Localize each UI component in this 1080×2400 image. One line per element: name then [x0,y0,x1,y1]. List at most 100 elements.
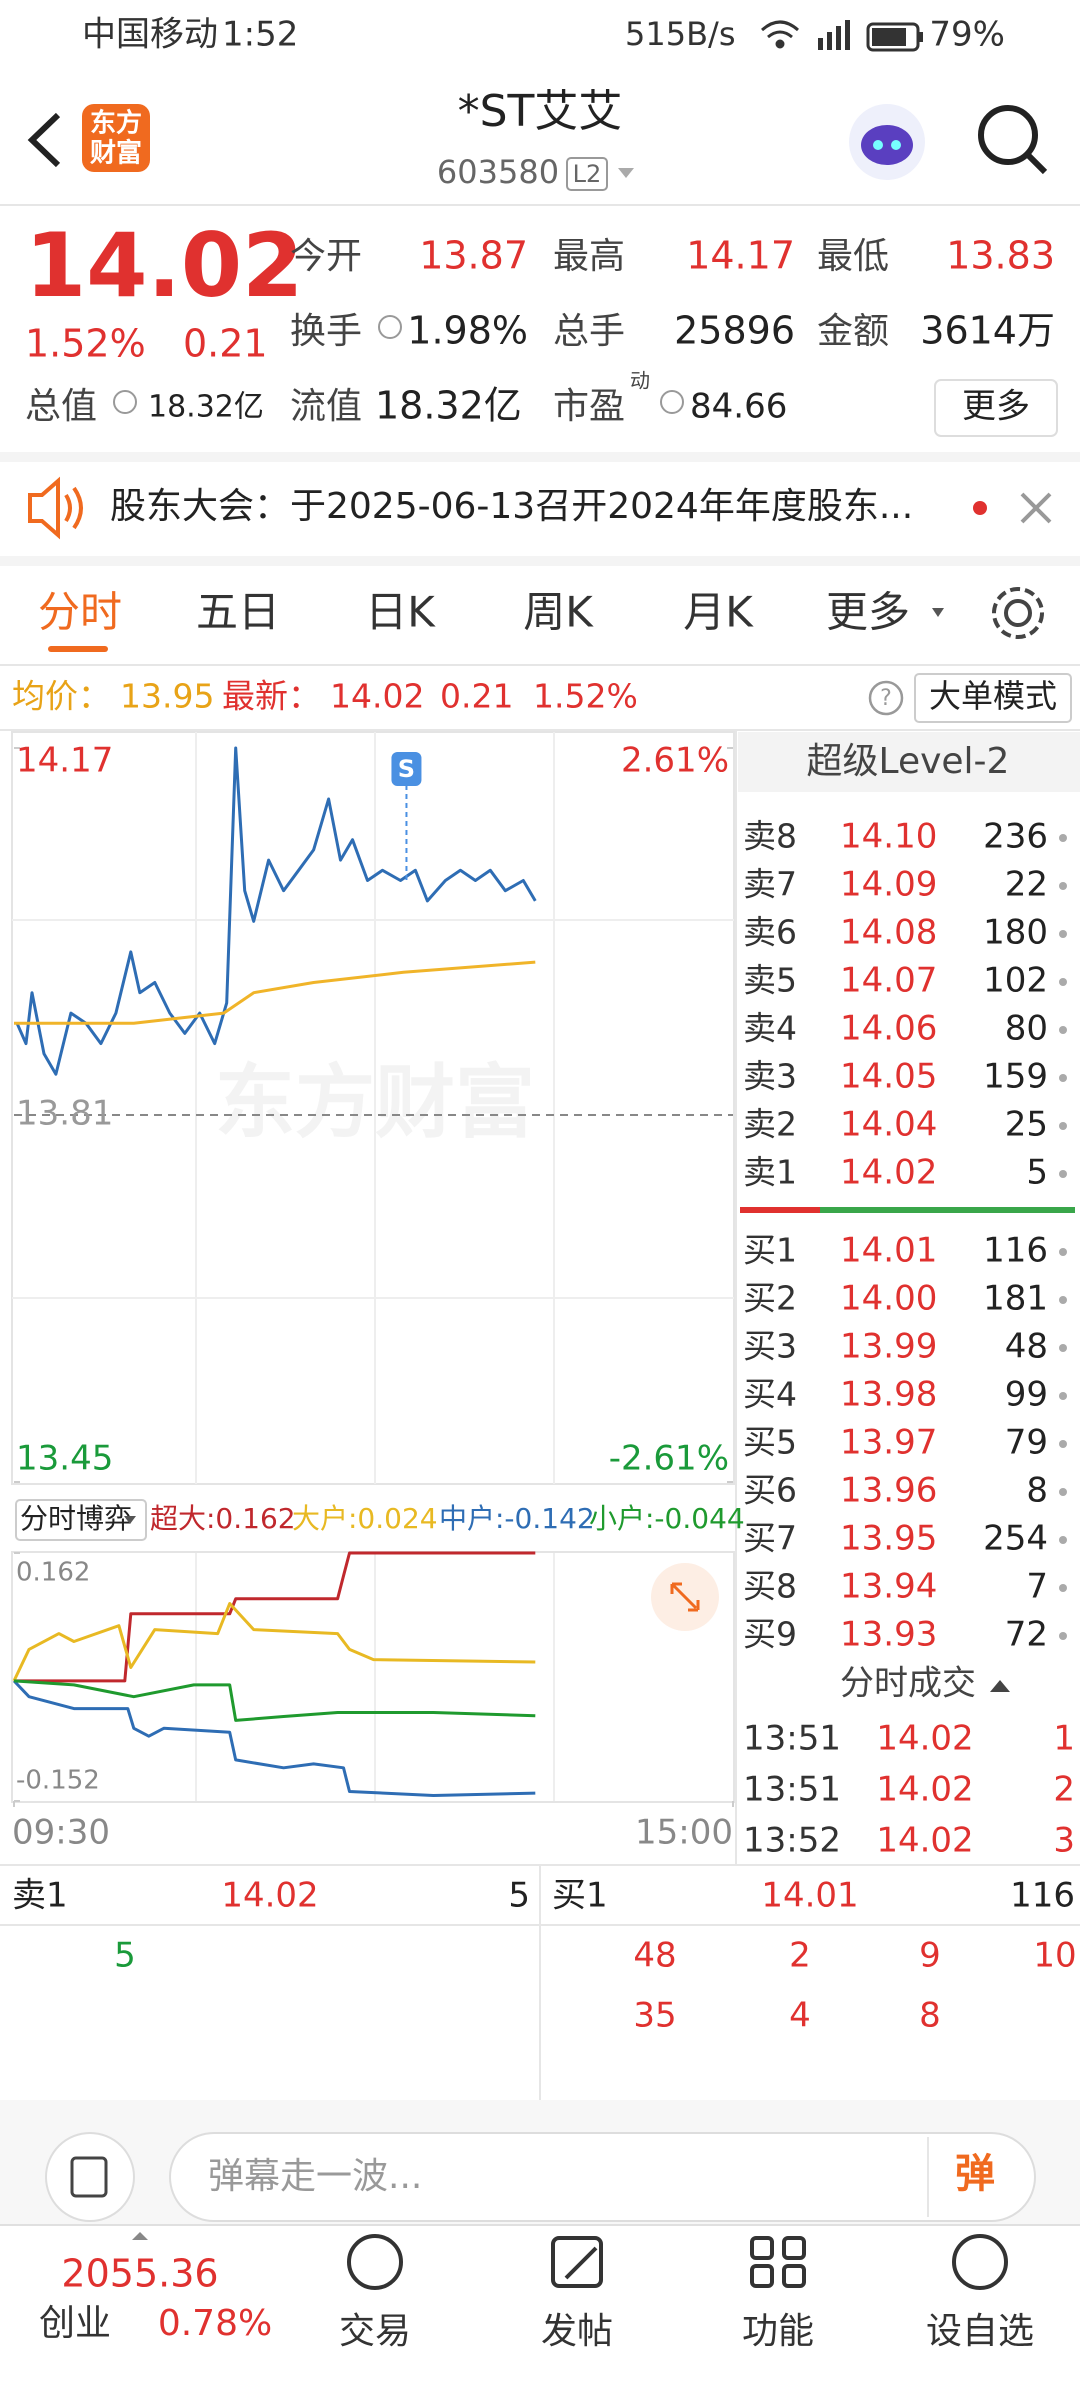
comment-menu[interactable] [45,2132,135,2222]
comment-input[interactable] [169,2132,1036,2222]
index-value: 2055.36 [61,2252,218,2296]
close-button[interactable] [1020,492,1052,524]
bid-price: 13.95 [840,1519,937,1559]
ask-price: 14.08 [840,913,937,953]
tab[interactable]: 分时 [38,588,122,637]
queue-price: 14.02 [221,1876,318,1916]
field-sup: 动 [630,369,650,393]
index-arrow [132,2232,148,2240]
danmu-button[interactable]: 弹 [955,2151,995,2197]
queue-price: 14.01 [761,1876,858,1916]
carrier: 中国移动 [82,15,218,55]
field-label: 市盈 [553,386,625,427]
field-label: 总手 [553,311,625,352]
trade-time: 13:51 [743,1719,841,1759]
queue-order: 35 [633,1996,676,2036]
expand-button[interactable] [651,1563,719,1631]
tab[interactable]: 更多 [826,588,910,637]
flow-title[interactable]: 分时博弈 [20,1502,132,1535]
tab[interactable]: 月K [683,588,754,637]
sort-arrow [990,1680,1010,1692]
bid-label: 买8 [743,1567,797,1606]
field-value: 18.32亿 [148,390,264,425]
notice-text[interactable]: 股东大会：于2025-06-13召开2024年年度股东... [110,486,913,527]
divider [0,452,1080,462]
annotation-text: S [398,755,415,783]
legend-entry: 小户:-0.044 [589,1502,745,1535]
bid-qty: 79 [1005,1423,1048,1463]
tab[interactable]: 周K [523,588,594,637]
queue-order: 5 [114,1936,136,1976]
bid-qty: 72 [1005,1615,1048,1655]
bid-qty: 116 [983,1231,1048,1271]
search-button[interactable] [978,105,1048,175]
queue-order: 9 [919,1936,941,1976]
ask-qty: 80 [1005,1009,1048,1049]
ask-qty: 22 [1005,865,1048,905]
level2-title: 超级Level-2 [807,741,1010,782]
x-tick-label: 09:30 [12,1813,110,1853]
avatar[interactable] [849,104,925,180]
bid-qty: 254 [983,1519,1048,1559]
nav-item[interactable]: 发帖 [541,2311,613,2352]
help-icon[interactable] [868,680,904,716]
row-dot [1059,1026,1067,1034]
average-line [14,960,536,1025]
nav-item[interactable]: 设自选 [926,2311,1034,2352]
clock: 1:52 [222,15,298,55]
queue-label: 卖1 [12,1876,68,1916]
field-label: 换手 [290,311,362,352]
nav-item[interactable]: 交易 [339,2311,411,2352]
flow-line [13,1679,536,1722]
queue-label: 买1 [552,1876,608,1916]
y2-tick-label: 2.61% [621,741,729,781]
info-avg-label: 均价： [12,677,111,716]
flow-selector[interactable] [15,1499,147,1541]
y-tick-label: -0.152 [16,1766,100,1796]
trade-price: 14.02 [876,1770,973,1810]
y-tick-label: 0.162 [16,1558,90,1588]
more-button[interactable] [934,379,1058,437]
dropdown-arrow [124,1516,136,1524]
info-change: 0.21 [440,677,513,716]
more-label[interactable]: 更多 [962,387,1030,427]
mode-button[interactable] [914,673,1072,723]
row-dot [1059,882,1067,890]
mode-label[interactable]: 大单模式 [929,677,1057,715]
row-dot [1059,1296,1067,1304]
trades-title: 分时成交 [840,1664,976,1704]
l2-badge: L2 [573,160,602,188]
trade-price: 14.02 [876,1821,973,1861]
trade-qty: 2 [1053,1770,1075,1810]
back-button[interactable] [27,112,61,168]
last-price: 14.02 [25,214,303,317]
trade-price: 14.02 [876,1719,973,1759]
field-label: 最高 [553,236,625,277]
comment-placeholder[interactable]: 弹幕走一波... [208,2156,422,2197]
x-tick-label: 15:00 [635,1813,733,1853]
logo-text: 财富 [90,138,142,169]
status-icons [761,20,923,52]
field-value: 18.32亿 [375,384,522,428]
bid-price: 13.94 [840,1567,937,1607]
tab[interactable]: 五日 [196,588,280,637]
ask-price: 14.10 [840,817,937,857]
ask-label: 卖4 [743,1009,797,1048]
level2-header-bg [738,732,1080,792]
bid-price: 14.01 [840,1231,937,1271]
info-change-pct: 1.52% [533,677,638,716]
info-last: 14.02 [330,677,424,716]
index-change: 0.78% [158,2303,272,2344]
ask-label: 卖2 [743,1105,797,1144]
queue-order: 48 [633,1936,676,1976]
nav-item[interactable]: 功能 [742,2311,814,2352]
settings-button[interactable] [992,587,1044,639]
tab[interactable]: 日K [365,588,436,637]
queue-qty: 116 [1010,1876,1075,1916]
annotation-badge [391,752,422,786]
bid-qty: 99 [1005,1375,1048,1415]
bid-label: 买3 [743,1327,797,1366]
trade-time: 13:52 [743,1821,841,1861]
field-value: 13.87 [419,234,528,278]
change: 0.21 [183,322,268,366]
